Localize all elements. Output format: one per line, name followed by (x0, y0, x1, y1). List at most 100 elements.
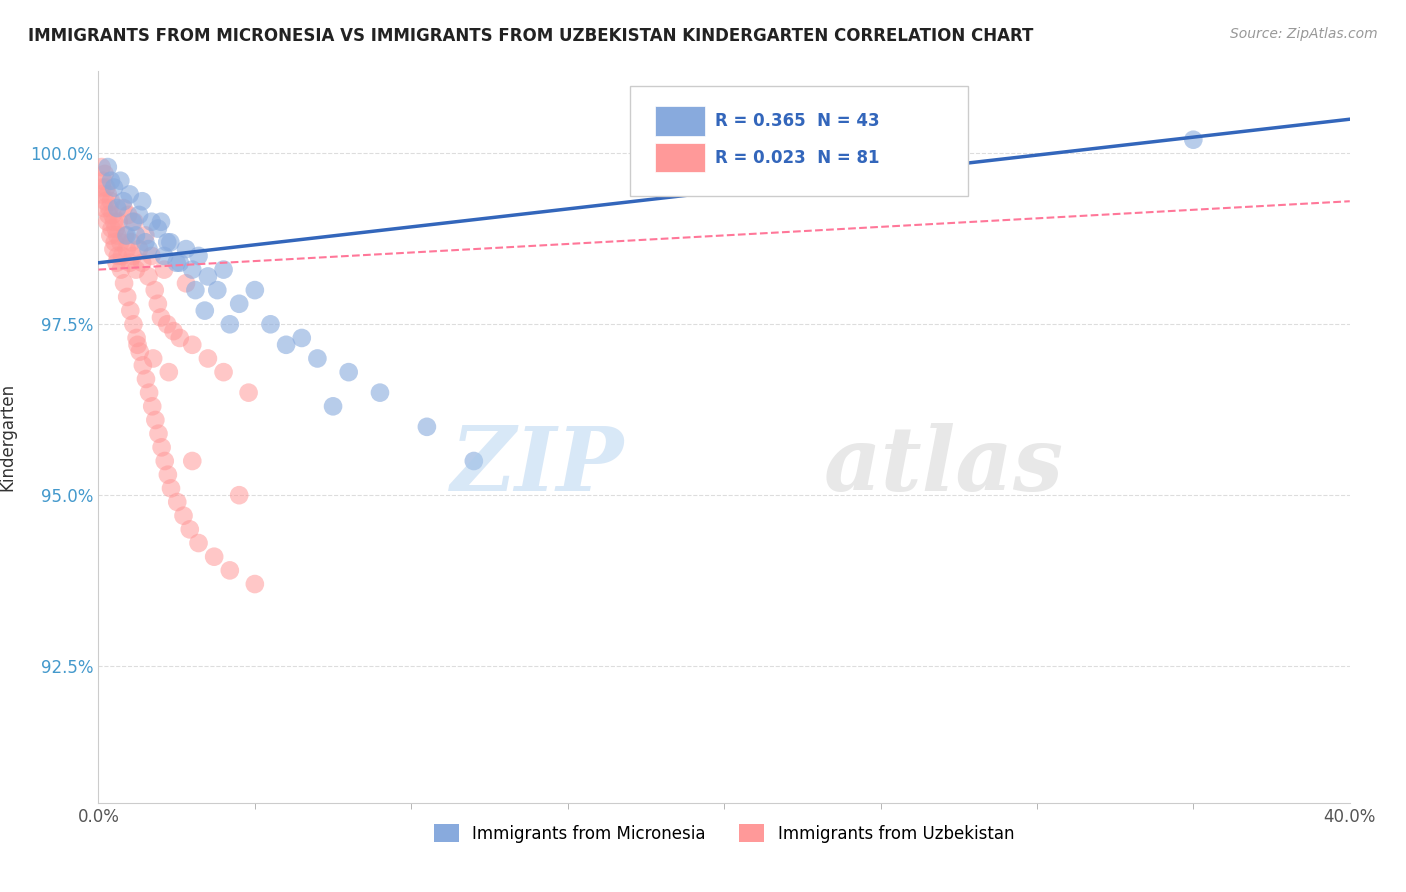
Point (125, 331, 148, 345)
Point (90, 187, 112, 202)
Point (141, 215, 163, 229)
Point (181, 338, 204, 352)
Point (97, 187, 120, 202)
Point (138, 385, 160, 400)
Point (159, 235, 181, 250)
Point (146, 221, 169, 235)
Point (120, 235, 142, 250)
Point (197, 269, 219, 284)
Point (169, 256, 191, 270)
Point (1182, 133, 1205, 147)
Point (124, 215, 146, 229)
Point (138, 269, 160, 284)
Point (132, 359, 155, 373)
Point (181, 454, 204, 468)
Point (120, 303, 142, 318)
Point (128, 344, 150, 359)
Text: R = 0.365  N = 43: R = 0.365 N = 43 (716, 112, 880, 130)
Point (238, 385, 260, 400)
Point (103, 242, 125, 256)
Point (103, 180, 125, 194)
Point (259, 318, 281, 332)
Point (94, 194, 117, 209)
Point (184, 283, 207, 297)
Point (98, 228, 121, 243)
Text: R = 0.023  N = 81: R = 0.023 N = 81 (716, 149, 880, 167)
Point (100, 194, 122, 209)
Point (131, 194, 153, 209)
Point (141, 249, 163, 263)
Point (143, 413, 166, 427)
Point (218, 563, 240, 577)
Point (307, 351, 329, 366)
Point (112, 194, 135, 209)
Point (135, 372, 157, 386)
Point (107, 215, 129, 229)
Point (101, 208, 124, 222)
Point (243, 577, 266, 591)
Point (90, 160, 112, 174)
Point (150, 440, 173, 454)
Point (243, 283, 266, 297)
Point (97, 208, 120, 222)
Point (125, 262, 148, 277)
Point (156, 467, 179, 482)
Point (207, 283, 229, 297)
Point (134, 228, 156, 243)
Point (100, 221, 122, 235)
Point (118, 256, 141, 270)
Point (93, 167, 115, 181)
Point (148, 426, 170, 441)
Point (115, 242, 138, 256)
Point (117, 208, 139, 222)
Point (107, 249, 129, 263)
Point (291, 331, 314, 345)
Point (91, 180, 114, 194)
Point (111, 249, 134, 263)
FancyBboxPatch shape (655, 106, 706, 136)
Point (194, 303, 217, 318)
Text: Source: ZipAtlas.com: Source: ZipAtlas.com (1230, 27, 1378, 41)
Point (169, 331, 191, 345)
Point (98, 201, 121, 215)
Point (141, 400, 163, 414)
Point (125, 228, 148, 243)
Point (150, 215, 173, 229)
Point (105, 256, 128, 270)
Point (122, 318, 145, 332)
Text: ZIP: ZIP (450, 423, 624, 509)
Point (160, 481, 183, 495)
Point (96, 180, 118, 194)
FancyBboxPatch shape (655, 143, 706, 172)
Point (115, 228, 138, 243)
Point (212, 262, 235, 277)
Point (197, 351, 219, 366)
Point (93, 201, 115, 215)
Point (157, 365, 180, 379)
Point (166, 256, 188, 270)
Point (131, 256, 153, 270)
Point (187, 249, 209, 263)
Point (166, 495, 188, 509)
Point (368, 385, 391, 400)
Point (156, 318, 179, 332)
Point (96, 215, 118, 229)
Point (128, 242, 150, 256)
Point (134, 235, 156, 250)
Point (274, 338, 298, 352)
Point (110, 174, 132, 188)
Point (187, 536, 209, 550)
Point (218, 318, 240, 332)
Point (156, 235, 179, 250)
Point (110, 235, 132, 250)
Point (179, 522, 201, 536)
Point (115, 290, 138, 304)
Point (162, 324, 184, 338)
Point (337, 365, 360, 379)
Point (97, 160, 120, 174)
FancyBboxPatch shape (630, 86, 969, 195)
Point (104, 235, 127, 250)
Point (121, 215, 143, 229)
Legend: Immigrants from Micronesia, Immigrants from Uzbekistan: Immigrants from Micronesia, Immigrants f… (427, 818, 1021, 849)
Point (103, 215, 125, 229)
